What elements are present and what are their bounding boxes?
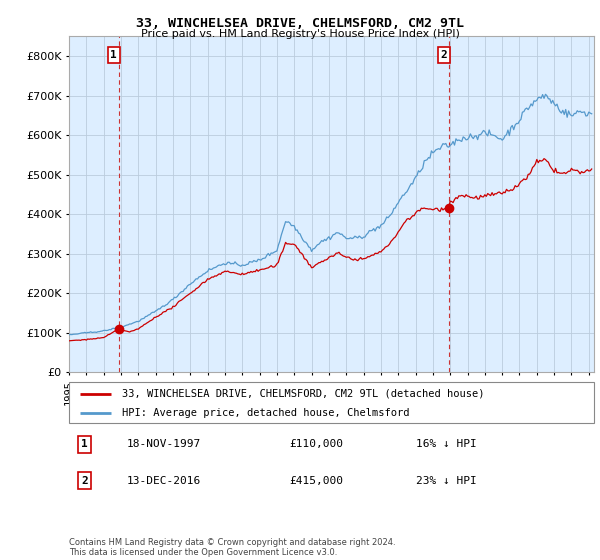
Text: 18-NOV-1997: 18-NOV-1997 (127, 440, 201, 450)
Text: HPI: Average price, detached house, Chelmsford: HPI: Average price, detached house, Chel… (121, 408, 409, 418)
Text: 33, WINCHELSEA DRIVE, CHELMSFORD, CM2 9TL (detached house): 33, WINCHELSEA DRIVE, CHELMSFORD, CM2 9T… (121, 389, 484, 399)
Text: Contains HM Land Registry data © Crown copyright and database right 2024.
This d: Contains HM Land Registry data © Crown c… (69, 538, 395, 557)
FancyBboxPatch shape (69, 382, 594, 423)
Text: 2: 2 (82, 476, 88, 486)
Text: 1: 1 (110, 50, 117, 60)
Text: 13-DEC-2016: 13-DEC-2016 (127, 476, 201, 486)
Text: 1: 1 (82, 440, 88, 450)
Text: £415,000: £415,000 (290, 476, 343, 486)
Text: £110,000: £110,000 (290, 440, 343, 450)
Text: 2: 2 (441, 50, 448, 60)
Text: 16% ↓ HPI: 16% ↓ HPI (415, 440, 476, 450)
Text: 33, WINCHELSEA DRIVE, CHELMSFORD, CM2 9TL: 33, WINCHELSEA DRIVE, CHELMSFORD, CM2 9T… (136, 17, 464, 30)
Text: Price paid vs. HM Land Registry's House Price Index (HPI): Price paid vs. HM Land Registry's House … (140, 29, 460, 39)
Text: 23% ↓ HPI: 23% ↓ HPI (415, 476, 476, 486)
